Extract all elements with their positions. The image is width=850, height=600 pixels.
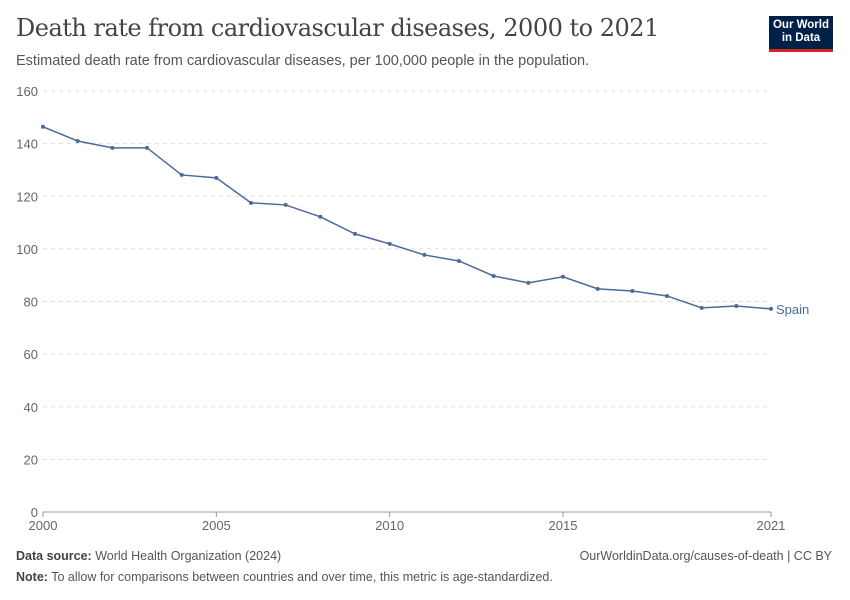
data-point: [387, 241, 392, 246]
x-tick-label: 2010: [375, 518, 404, 533]
data-point: [699, 305, 704, 310]
data-point: [734, 303, 739, 308]
chart-title: Death rate from cardiovascular diseases,…: [16, 14, 659, 42]
y-tick-label: 160: [16, 84, 38, 99]
x-tick-label: 2000: [29, 518, 58, 533]
data-point: [630, 288, 635, 293]
data-point: [526, 280, 531, 285]
data-point: [41, 124, 45, 129]
data-point: [249, 200, 253, 205]
data-point: [665, 293, 669, 298]
y-tick-label: 20: [24, 452, 38, 467]
y-tick-label: 140: [16, 137, 38, 152]
data-point: [422, 252, 427, 257]
x-tick-label: 2021: [757, 518, 786, 533]
data-point: [318, 214, 323, 219]
chart-subtitle: Estimated death rate from cardiovascular…: [16, 53, 590, 69]
data-point: [595, 286, 600, 291]
note: Note: To allow for comparisons between c…: [16, 570, 553, 584]
owid-logo[interactable]: Our World in Data: [769, 16, 833, 52]
data-point: [214, 175, 219, 180]
y-tick-label: 80: [24, 295, 38, 310]
data-source: Data source: World Health Organization (…: [16, 549, 282, 563]
series-label: Spain: [776, 302, 809, 317]
y-tick-label: 100: [16, 242, 38, 257]
data-point: [769, 306, 773, 311]
data-point: [561, 274, 565, 279]
source-url[interactable]: OurWorldinData.org/causes-of-death | CC …: [579, 549, 832, 563]
y-tick-label: 60: [24, 347, 38, 362]
data-point: [179, 172, 184, 177]
x-tick-label: 2005: [202, 518, 231, 533]
y-tick-label: 120: [16, 189, 38, 204]
source-link[interactable]: World Health Organization (2024): [95, 549, 282, 563]
data-point: [145, 145, 149, 150]
data-point: [457, 258, 461, 263]
y-tick-label: 0: [31, 505, 38, 520]
data-point: [75, 138, 80, 143]
data-point: [110, 145, 115, 150]
series-line: [42, 126, 772, 310]
x-tick-label: 2015: [549, 518, 578, 533]
data-point: [283, 202, 288, 207]
data-point: [353, 231, 357, 236]
data-point: [491, 273, 496, 278]
y-tick-label: 40: [24, 400, 38, 415]
